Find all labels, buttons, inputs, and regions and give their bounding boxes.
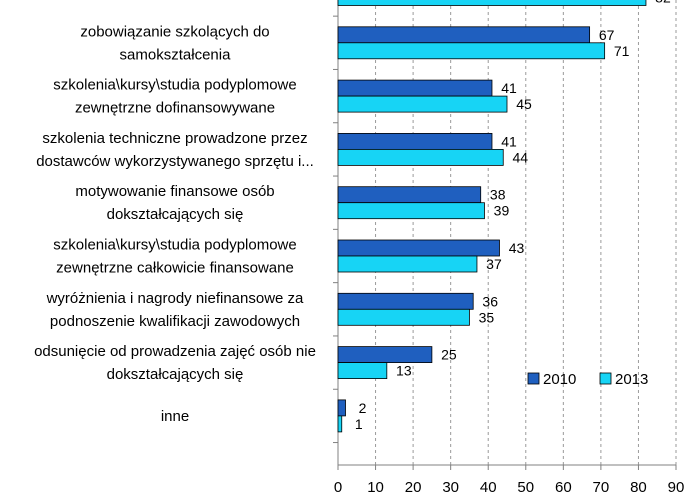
category-label: dokształcających się [107,206,244,223]
category-label: odsunięcie od prowadzenia zajęć osób nie [34,343,316,360]
data-label: 41 [501,133,517,149]
bar-2010 [337,26,591,44]
data-label: 25 [441,347,457,363]
category-label: wyróżnienia i nagrody niefinansowe za [46,290,304,307]
data-label: 45 [516,96,532,112]
data-label: 71 [614,43,630,59]
x-tick-label: 60 [555,479,572,496]
x-tick-label: 10 [367,479,384,496]
bar-2010 [337,79,493,97]
axes: 0 10 20 30 40 50 60 70 80 90 [333,0,684,496]
category-label: zewnętrzne całkowicie finansowane [56,260,294,277]
x-tick-label: 40 [480,479,497,496]
legend: 2010 2013 [527,371,648,388]
data-label: 67 [599,27,615,43]
category-label: szkolenia techniczne prowadzone przez [42,130,307,147]
legend-swatch-2013 [599,372,612,385]
category-label: szkolenia\kursy\studia podyplomowe [53,77,296,94]
data-label: 44 [512,149,528,165]
bar-2013 [337,95,508,113]
bar-2010 [337,132,493,150]
category-label: szkolenia\kursy\studia podyplomowe [53,237,296,254]
bar-2013 [337,202,485,220]
bar-2013 [337,308,470,326]
category-label: zewnętrzne dofinansowywane [75,100,275,117]
legend-swatch-2010 [527,372,540,385]
category-label: podnoszenie kwalifikacji zawodowych [50,313,300,330]
x-tick-label: 90 [668,479,685,496]
data-label: 82 [655,0,671,6]
data-label: 43 [509,240,525,256]
category-label: zobowiązanie szkolących do [80,23,269,40]
x-tick-label: 20 [405,479,422,496]
bar-2013 [337,0,647,6]
data-label: 39 [494,203,510,219]
bar-2010 [337,346,433,364]
bar-2010 [337,399,346,417]
x-tick-label: 30 [442,479,459,496]
data-label: 2 [359,400,367,416]
data-label: 36 [482,293,498,309]
bar-2013 [337,255,478,273]
legend-label-2013: 2013 [615,371,648,388]
x-tick-label: 80 [630,479,647,496]
data-label: 38 [490,187,506,203]
legend-label-2010: 2010 [543,371,576,388]
x-tick-label: 70 [593,479,610,496]
bar-2013 [337,415,343,433]
category-labels: szkolenia wewnętrznezobowiązanie szkoląc… [34,23,316,425]
bar-2010 [337,239,500,257]
bars: 7382677141454144383943373635251321 [337,0,671,433]
category-label: inne [161,408,189,425]
data-label: 1 [355,416,363,432]
bar-2010 [337,292,474,310]
x-tick-label: 50 [517,479,534,496]
category-label: dostawców wykorzystywanego sprzętu i... [36,153,314,170]
category-label: dokształcających się [107,366,244,383]
data-label: 35 [479,309,495,325]
data-label: 41 [501,80,517,96]
bar-2010 [337,186,482,204]
category-label: samokształcenia [120,46,232,63]
bar-2013 [337,148,504,166]
bar-2013 [337,42,606,60]
category-label: motywowanie finansowe osób [75,183,274,200]
grid-lines [375,0,677,465]
data-label: 37 [486,256,502,272]
data-label: 13 [396,363,412,379]
bar-2013 [337,362,388,380]
x-tick-label: 0 [334,479,342,496]
